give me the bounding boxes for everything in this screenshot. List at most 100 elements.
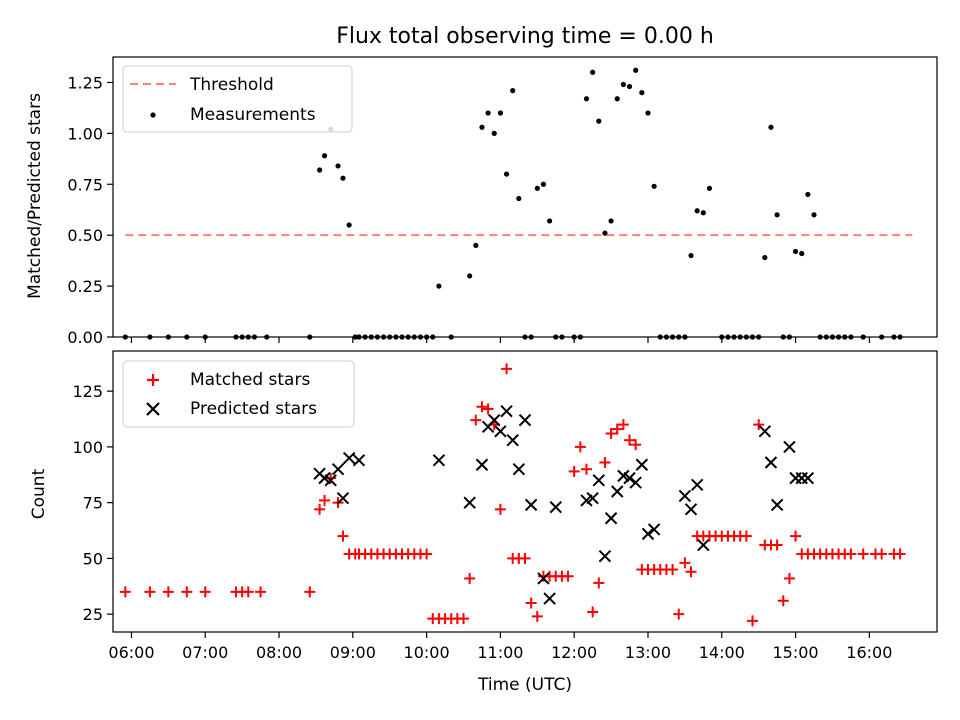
predicted-star-point — [641, 527, 655, 541]
predicted-star-stroke-b — [604, 512, 618, 525]
bottom-plot-area: 06:00 07:00 08:00 09:00 10:00 11:00 12:00 13:00… — [72, 363, 906, 662]
predicted-star-point — [635, 458, 649, 471]
measurement-point — [467, 273, 473, 279]
measurement-point — [503, 171, 510, 177]
matched-star-point — [568, 465, 580, 477]
predicted-star-point — [512, 462, 526, 476]
matched-star-point — [679, 557, 691, 569]
bottom-axes-frame — [112, 350, 938, 633]
measurement-point — [694, 208, 700, 214]
measurement-point — [633, 67, 639, 73]
measurement-point — [602, 230, 608, 236]
matched-star-point — [753, 419, 765, 431]
predicted-star-stroke-b — [758, 425, 772, 438]
x-tick-label: 13:00 — [625, 643, 671, 662]
predicted-star-stroke-b — [352, 454, 366, 467]
predicted-star-point — [352, 454, 366, 467]
predicted-star-point — [336, 491, 350, 505]
predicted-star-stroke-b — [512, 462, 526, 476]
measurement-point — [479, 124, 485, 130]
matched-star-point — [580, 463, 592, 475]
predicted-star-stroke-b — [623, 471, 636, 485]
predicted-legend-label: Predicted stars — [190, 399, 317, 419]
matched-star-point — [325, 472, 337, 484]
predicted-star-stroke-b — [331, 462, 345, 476]
predicted-star-stroke-b — [549, 500, 562, 514]
measurement-point — [799, 250, 805, 257]
predicted-star-stroke-b — [684, 503, 698, 516]
measurement-point — [510, 88, 516, 94]
predicted-star-stroke-b — [432, 454, 446, 467]
predicted-star-point — [432, 454, 446, 467]
predicted-star-point — [592, 474, 605, 487]
predicted-star-point — [764, 456, 778, 469]
matched-star-point — [458, 613, 470, 625]
predicted-star-point — [611, 485, 624, 498]
predicted-star-point — [783, 440, 796, 454]
top-y-tick-label: 1.00 — [67, 124, 103, 143]
predicted-star-stroke-b — [586, 491, 599, 505]
matched-star-point — [777, 595, 789, 607]
predicted-star-point — [331, 462, 345, 476]
measurement-point — [614, 96, 620, 102]
top-legend: Threshold Measurements — [122, 65, 353, 133]
matched-star-point — [501, 363, 513, 375]
matched-star-point — [494, 503, 506, 515]
matched-star-point — [605, 428, 617, 440]
matched-star-point — [783, 572, 795, 584]
predicted-star-stroke-b — [475, 458, 489, 471]
predicted-star-stroke-b — [770, 498, 784, 512]
x-tick-label: 09:00 — [330, 643, 376, 662]
measurement-point — [639, 90, 645, 96]
predicted-star-stroke-b — [342, 451, 356, 465]
predicted-star-point — [543, 592, 556, 605]
measurement-point — [805, 191, 811, 198]
predicted-star-stroke-b — [543, 592, 556, 605]
matched-star-point — [593, 577, 605, 589]
matched-star-point — [470, 414, 482, 426]
top-panel: Flux total observing time = 0.00 h Match… — [25, 24, 938, 347]
threshold-legend-label: Threshold — [189, 75, 274, 95]
predicted-star-point — [494, 425, 507, 438]
top-y-tick-label: 0.50 — [67, 226, 103, 245]
predicted-star-point — [506, 433, 519, 447]
matched-star-point — [464, 572, 476, 584]
matched-legend-label: Matched stars — [190, 370, 310, 390]
matched-star-point — [685, 566, 697, 578]
bottom-legend: Matched stars Predicted stars — [122, 360, 355, 428]
measurement-point — [768, 124, 774, 130]
matched-star-point — [314, 503, 326, 515]
x-tick-label: 12:00 — [551, 643, 597, 662]
predicted-star-stroke-b — [537, 572, 550, 585]
measurement-point — [792, 248, 799, 255]
predicted-star-point — [598, 549, 612, 563]
predicted-star-point — [647, 523, 661, 536]
matched-star-point — [181, 586, 193, 598]
measurement-point — [651, 183, 657, 189]
matched-star-point — [599, 457, 611, 469]
top-y-tick-label: 0.25 — [67, 277, 103, 296]
predicted-star-stroke-b — [518, 413, 532, 427]
matched-star-point — [519, 552, 531, 564]
measurement-point — [762, 254, 768, 261]
x-tick-label: 10:00 — [404, 643, 450, 662]
bottom-y-tick-label: 50 — [83, 549, 103, 568]
matched-star-point — [673, 608, 685, 620]
measurement-point — [774, 212, 780, 218]
bottom-panel: Count Time (UTC) 06:00 07:00 08:00 09:00 10:… — [29, 350, 938, 695]
predicted-star-point — [678, 489, 692, 503]
measurement-point — [317, 167, 323, 173]
matched-star-point — [562, 570, 574, 582]
predicted-star-point — [537, 572, 550, 585]
measurement-point — [700, 210, 706, 216]
matched-star-point — [611, 423, 623, 435]
bottom-legend-box — [122, 360, 355, 428]
measurement-point — [340, 175, 346, 181]
predicted-star-point — [758, 425, 772, 438]
top-y-axis-label: Matched/Predicted stars — [25, 93, 45, 299]
top-y-tick-label: 1.25 — [67, 73, 103, 92]
bottom-y-tick-label: 100 — [72, 438, 103, 457]
predicted-star-stroke-b — [506, 433, 519, 447]
predicted-star-stroke-b — [647, 523, 661, 536]
matched-star-point — [790, 530, 802, 542]
